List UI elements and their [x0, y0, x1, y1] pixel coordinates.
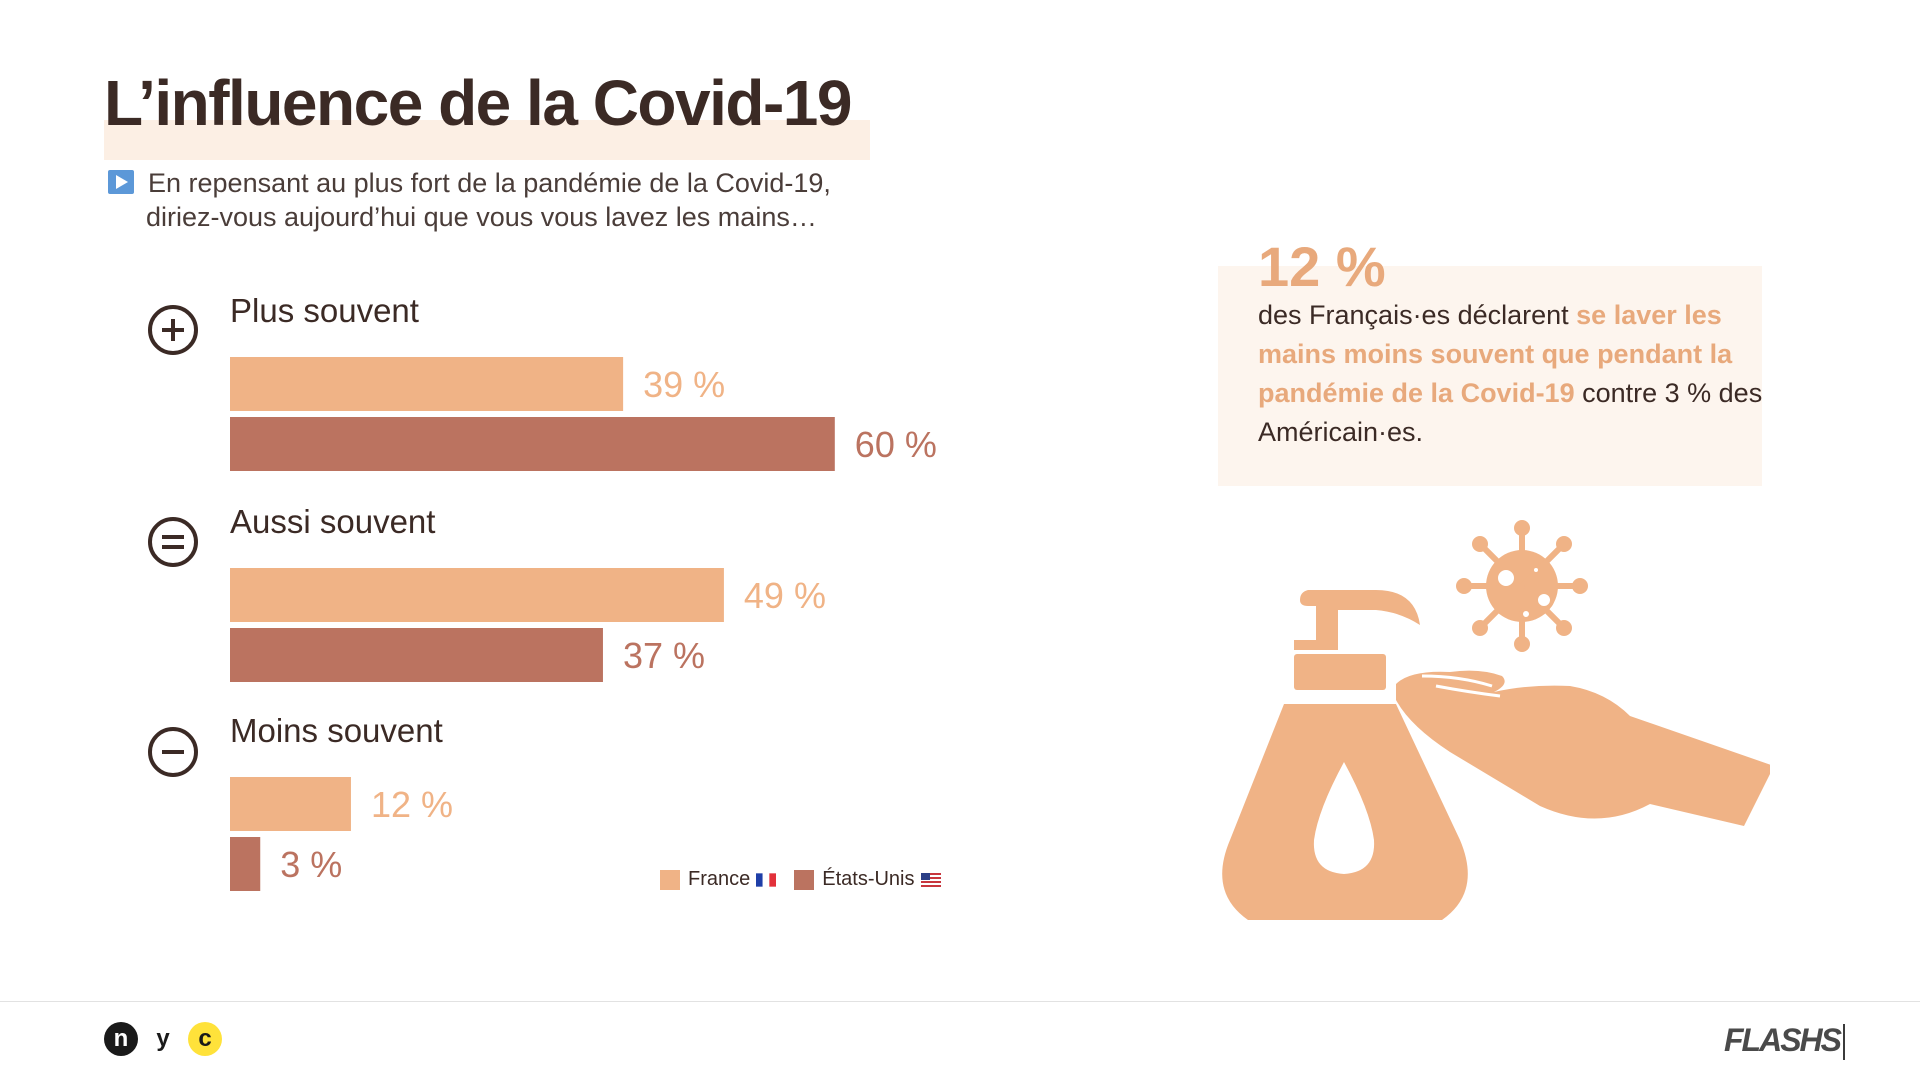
- data-label: 49 %: [744, 575, 826, 616]
- callout-text: des Français·es déclarent se laver les m…: [1258, 296, 1778, 452]
- bar-usa: [230, 628, 603, 682]
- title-block: L’influence de la Covid-19: [104, 66, 870, 160]
- equals-icon: [148, 517, 198, 567]
- bar-usa: [230, 417, 835, 471]
- data-label: 3 %: [280, 844, 342, 885]
- bar-usa: [230, 837, 261, 891]
- callout-box: [1218, 266, 1762, 486]
- legend-item-usa: États-Unis: [794, 868, 941, 891]
- chart-legend: France États-Unis: [660, 868, 959, 891]
- virus-icon: [1456, 520, 1588, 652]
- plus-icon: [148, 305, 198, 355]
- data-label: 37 %: [623, 635, 705, 676]
- page-title: L’influence de la Covid-19: [104, 67, 852, 139]
- bar-france: [230, 777, 351, 831]
- nyc-logo: n y c: [104, 1022, 230, 1056]
- data-label: 60 %: [855, 424, 937, 465]
- logo-c: c: [188, 1022, 222, 1056]
- usa-flag-icon: [920, 872, 941, 887]
- data-label: 39 %: [643, 364, 725, 405]
- legend-swatch-usa: [794, 869, 815, 890]
- legend-label-france: France: [688, 868, 751, 890]
- question-text: En repensant au plus fort de la pandémie…: [108, 166, 908, 234]
- category-label: Moins souvent: [230, 712, 443, 749]
- footer-divider: [0, 1001, 1920, 1002]
- legend-item-france: France: [660, 868, 777, 891]
- bar-france: [230, 357, 624, 411]
- handwash-illustration: [1222, 520, 1770, 920]
- title-highlight: [104, 120, 870, 160]
- callout-text-highlight: se laver les mains moins souvent que pen…: [1258, 300, 1733, 408]
- soap-drop-icon: [1313, 762, 1375, 874]
- legend-swatch-france: [660, 869, 680, 890]
- callout-text-plain-1: des Français·es déclarent: [1258, 300, 1577, 330]
- legend-label-usa: États-Unis: [822, 868, 915, 890]
- minus-icon: [148, 727, 198, 777]
- question-line-2: diriez-vous aujourd’hui que vous vous la…: [146, 202, 817, 232]
- logo-n: n: [104, 1022, 138, 1056]
- bar-chart: Plus souvent 39 % 60 % Aussi souvent 49 % 37 …: [148, 292, 937, 891]
- category-label: Plus souvent: [230, 292, 419, 329]
- callout-percentage: 12 %: [1258, 235, 1386, 298]
- data-label: 12 %: [371, 784, 453, 825]
- play-icon: [108, 170, 134, 194]
- question-line-1: En repensant au plus fort de la pandémie…: [148, 168, 831, 198]
- flashs-logo: FLASHS: [1724, 1022, 1842, 1058]
- callout-text-plain-2: contre 3 % des Américain·es.: [1258, 378, 1763, 447]
- flashs-divider: [1843, 1024, 1845, 1060]
- logo-y: y: [146, 1022, 180, 1056]
- category-label: Aussi souvent: [230, 503, 435, 540]
- hand-icon: [1396, 670, 1770, 826]
- france-flag-icon: [756, 872, 777, 887]
- bar-france: [230, 568, 724, 622]
